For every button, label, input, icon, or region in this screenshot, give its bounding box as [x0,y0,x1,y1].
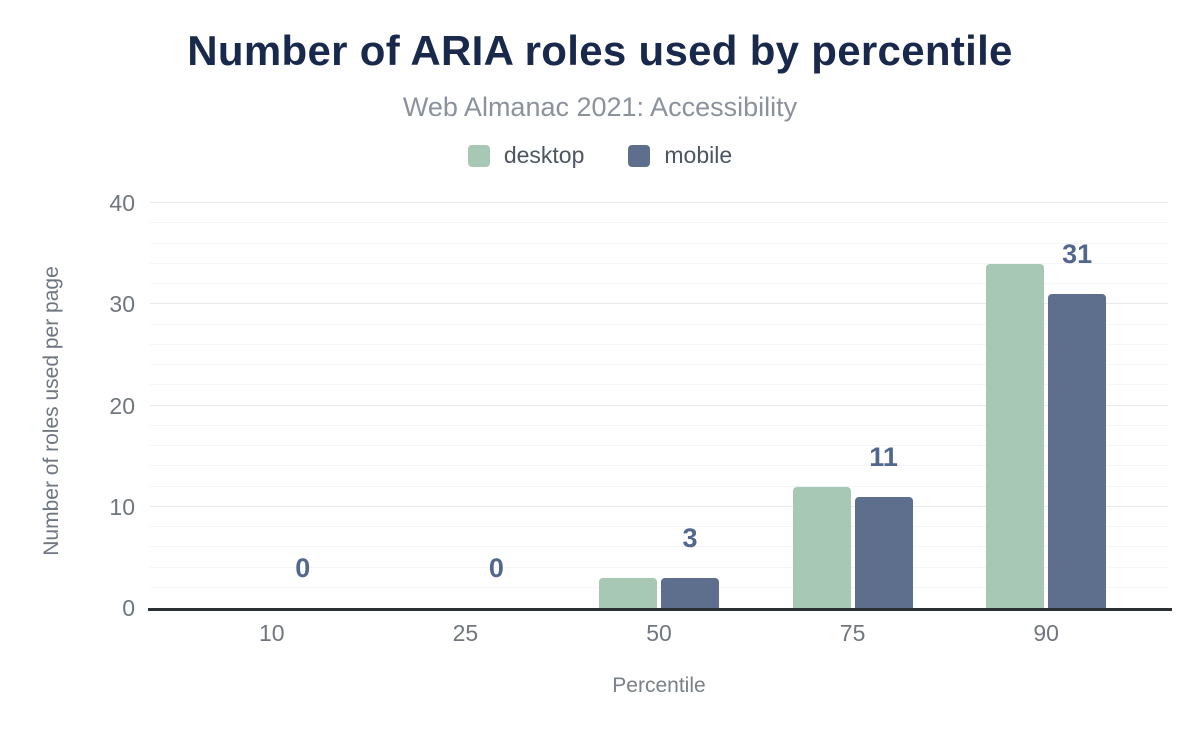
category-band-10: 0 10 [175,203,369,647]
y-tick-label-10: 10 [109,493,135,520]
bar-desktop-p50[interactable] [598,577,657,608]
bar-desktop-p75[interactable] [792,486,851,608]
data-label-p50: 3 [682,522,698,553]
gridline-24 [150,364,1168,365]
category-band-25: 0 25 [369,203,563,647]
legend-label-desktop: desktop [503,142,585,168]
legend-item-desktop[interactable]: desktop [467,142,585,169]
data-label-p90: 31 [1062,239,1093,270]
gridline-34 [150,262,1168,264]
gridline-2 [150,586,1168,588]
x-tick-label-90: 90 [1033,620,1059,646]
category-band-50: 3 50 [562,203,756,646]
chart-subtitle: Web Almanac 2021: Accessibility [402,92,798,122]
y-tick-label-30: 30 [109,291,135,318]
gridline-10 [150,505,1168,507]
bar-desktop-p90[interactable] [986,263,1045,608]
legend-item-mobile[interactable]: mobile [628,142,732,169]
x-axis-line [148,608,1172,611]
gridline-30 [150,303,1168,305]
data-label-p10: 0 [295,553,311,583]
gridline-12 [150,485,1168,487]
category-band-75: 11 75 [756,203,950,646]
x-tick-label-50: 50 [646,620,672,646]
plot-bands: 0 10 0 25 3 50 11 75 31 90 [175,203,1143,647]
legend-swatch-mobile-icon [628,144,651,167]
gridline-8 [150,526,1168,527]
gridline-16 [150,445,1168,446]
gridline-40 [150,202,1168,203]
x-axis-title: Percentile [612,674,706,697]
data-label-p25: 0 [488,553,504,583]
gridline-32 [150,283,1168,284]
gridline-22 [150,384,1168,386]
gridline-28 [150,323,1168,325]
legend: desktop mobile [0,142,1200,169]
legend-label-mobile: mobile [664,142,733,168]
gridline-38 [150,222,1168,224]
gridline-18 [150,424,1168,426]
legend-swatch-desktop-icon [467,144,490,167]
plot-area: 0 10 0 25 3 50 11 75 31 90 0 10 20 30 40 [109,190,1172,647]
x-tick-label-75: 75 [839,620,866,646]
x-tick-label-25: 25 [452,620,479,646]
bar-mobile-p75[interactable] [854,496,913,608]
bar-mobile-p50[interactable] [660,577,719,608]
bar-mobile-p90[interactable] [1048,294,1107,608]
data-label-p75: 11 [869,441,898,472]
gridline-6 [150,546,1168,548]
gridline-26 [150,343,1168,345]
gridline-36 [150,242,1168,244]
x-tick-label-10: 10 [259,620,285,646]
gridline-4 [150,566,1168,568]
y-tick-label-20: 20 [109,392,135,419]
chart-title: Number of ARIA roles used by percentile [187,27,1013,74]
category-band-90: 31 90 [949,203,1143,646]
gridline-14 [150,465,1168,467]
y-tick-label-40: 40 [109,190,135,216]
y-tick-label-0: 0 [122,595,135,621]
gridline-20 [150,404,1168,406]
